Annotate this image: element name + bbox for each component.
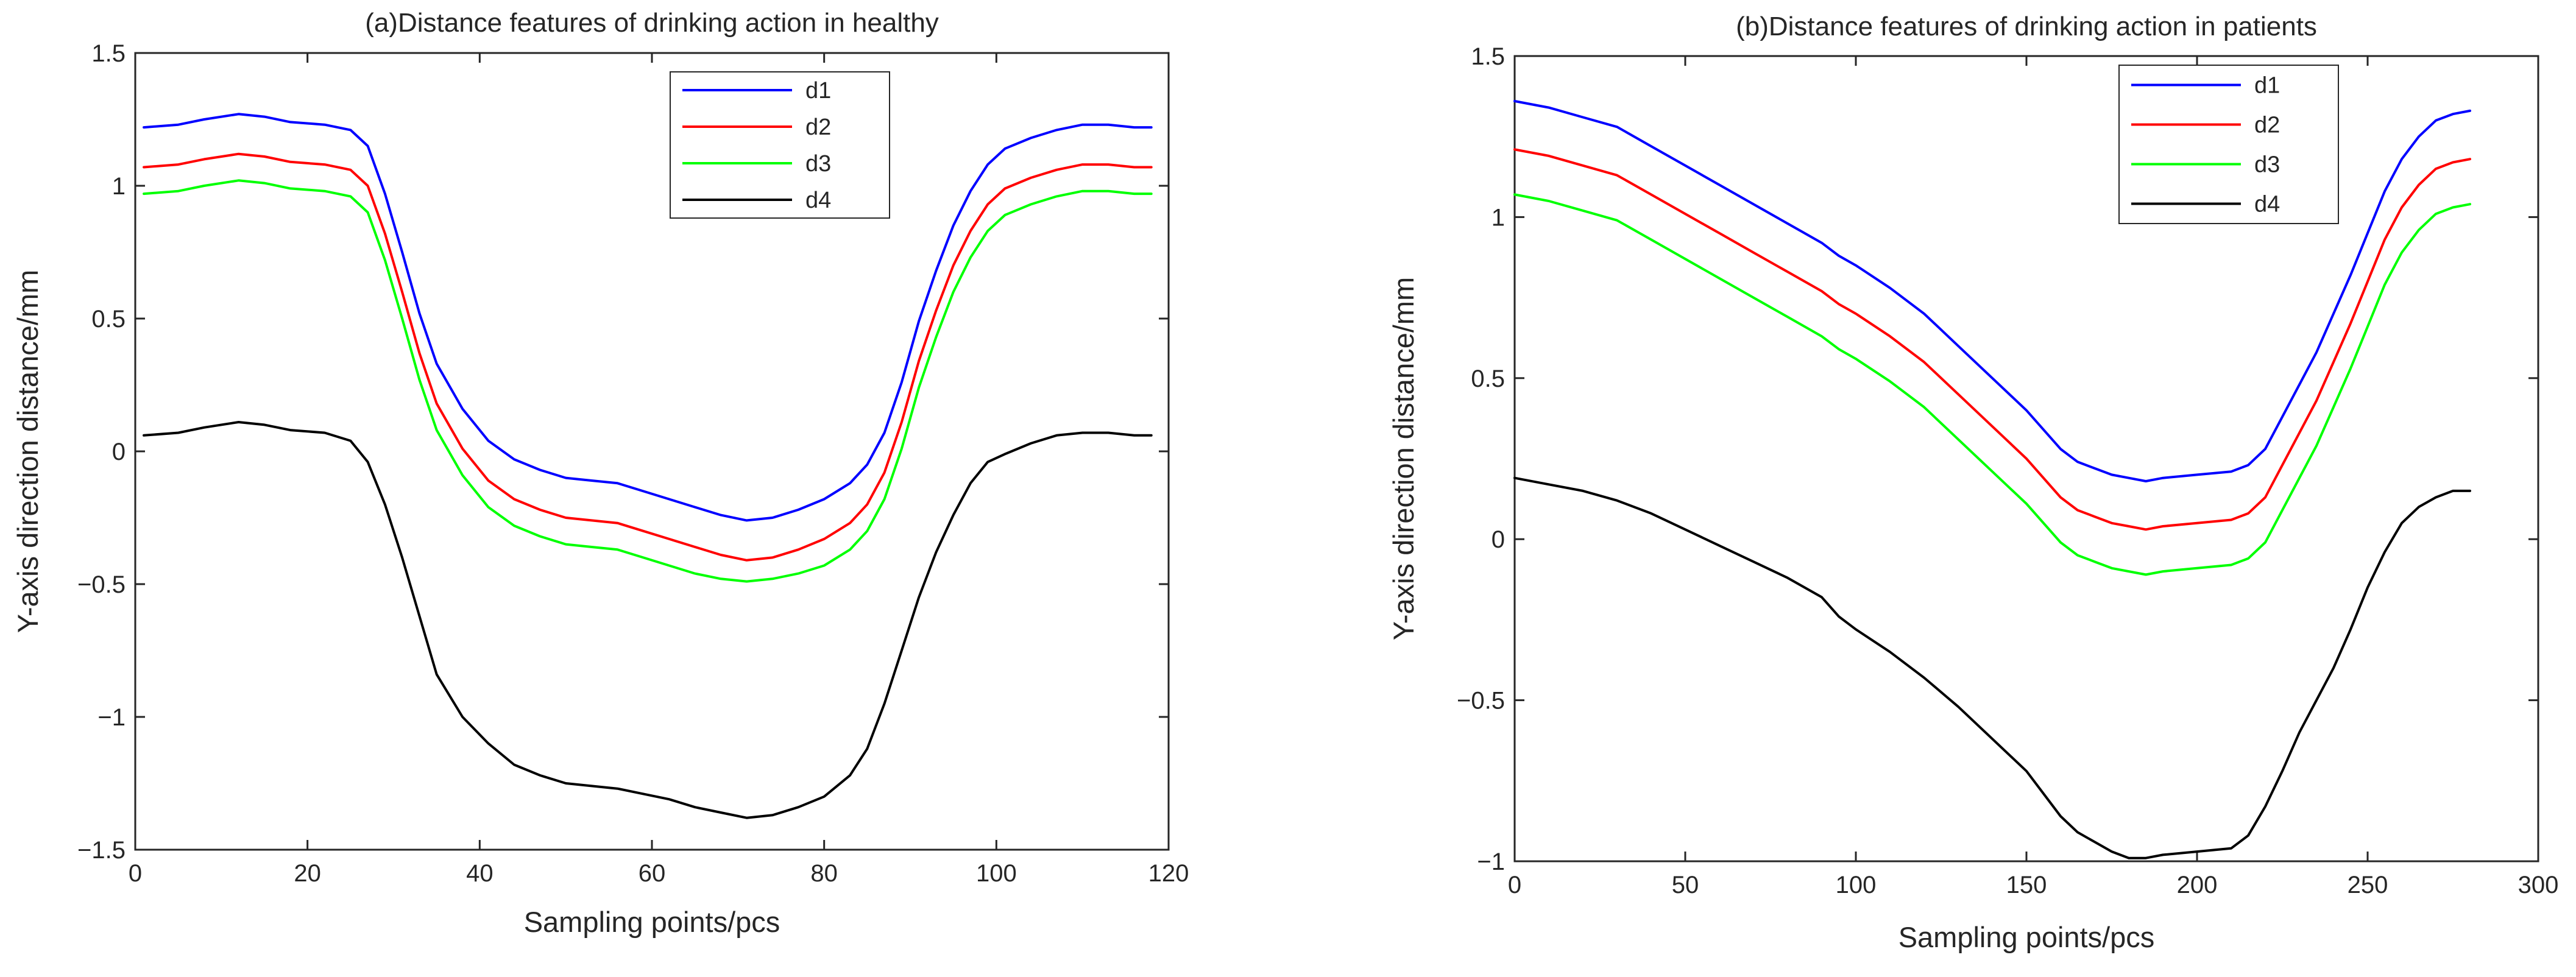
y-axis-label: Y-axis direction distance/mm	[1387, 277, 1420, 640]
y-tick-label: −1.5	[77, 837, 126, 864]
legend-label-d4: d4	[2254, 192, 2280, 217]
y-tick-label: −0.5	[1457, 688, 1505, 714]
x-axis-label: Sampling points/pcs	[1898, 921, 2155, 953]
legend-label-d2: d2	[2254, 113, 2280, 138]
legend-label-d1: d1	[805, 78, 831, 104]
x-tick-label: 100	[1836, 872, 1877, 898]
y-tick-label: 0.5	[1471, 365, 1505, 392]
chart-panel-b: 0 50 100 150 200 250 300 1.5 1 0.5 0 −0.5 −1 (b)Dista…	[1387, 12, 2558, 953]
x-tick-label: 60	[639, 860, 666, 887]
legend-box	[2118, 65, 2339, 224]
series-line-d1	[143, 113, 1153, 522]
x-tick-label: 40	[466, 860, 494, 887]
y-tick-label: 0.5	[91, 306, 126, 333]
series-line-d1	[1513, 100, 2471, 482]
x-tick-label: 0	[129, 860, 142, 887]
y-tick-label: −1	[1477, 848, 1505, 875]
legend-label-d3: d3	[2254, 152, 2280, 178]
x-tick-label: 300	[2518, 872, 2559, 898]
legend: d1 d2 d3 d4	[2118, 65, 2339, 224]
plot-area	[134, 52, 1170, 851]
legend-label-d1: d1	[2254, 73, 2280, 99]
y-tick-label: 1	[112, 173, 126, 200]
series-line-d3	[1513, 193, 2471, 576]
legend-box	[670, 71, 890, 219]
series-line-d4	[143, 421, 1153, 819]
series-line-d2	[143, 152, 1153, 562]
chart-panel-a: 0 20 40 60 80 100 120 1.5 1 0.5 0 −0.5 −1 −1.5 (a)Dist…	[12, 8, 1189, 938]
y-tick-label: 0	[1491, 526, 1505, 553]
x-axis-label: Sampling points/pcs	[524, 906, 780, 938]
x-tick-label: 100	[976, 860, 1017, 887]
y-tick-label: 1	[1491, 204, 1505, 231]
y-axis-label: Y-axis direction distance/mm	[12, 270, 44, 633]
x-tick-label: 80	[810, 860, 838, 887]
y-tick-label: −0.5	[77, 571, 126, 598]
y-tick-label: 1.5	[1471, 43, 1505, 70]
y-tick-label: −1	[97, 704, 126, 731]
chart-title: (b)Distance features of drinking action …	[1736, 12, 2317, 41]
legend: d1 d2 d3 d4	[670, 71, 890, 219]
x-tick-label: 50	[1672, 872, 1699, 898]
x-tick-label: 20	[294, 860, 321, 887]
x-tick-label: 150	[2006, 872, 2047, 898]
series-line-d2	[1513, 148, 2471, 531]
series-line-d4	[1513, 476, 2471, 859]
y-tick-label: 0	[112, 439, 126, 465]
legend-label-d3: d3	[805, 151, 831, 177]
x-tick-label: 120	[1148, 860, 1189, 887]
chart-title: (a)Distance features of drinking action …	[365, 8, 939, 38]
x-tick-label: 200	[2177, 872, 2218, 898]
y-tick-label: 1.5	[91, 40, 126, 67]
legend-label-d2: d2	[805, 115, 831, 140]
x-tick-label: 250	[2348, 872, 2388, 898]
legend-label-d4: d4	[805, 188, 831, 213]
series-line-d3	[143, 179, 1153, 583]
x-tick-label: 0	[1508, 872, 1521, 898]
